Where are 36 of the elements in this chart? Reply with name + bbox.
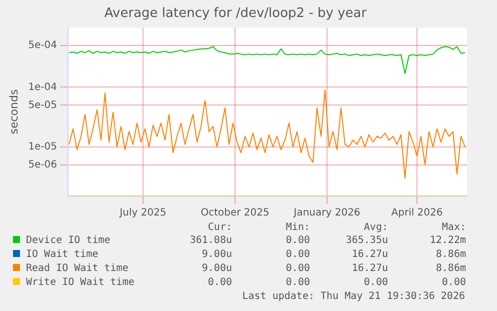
text: Min: [284,222,310,234]
legend-label: Read IO Wait time [25,262,130,276]
text: 0.00 [284,234,310,248]
chart-title: Average latency for /dev/loop2 - by year [104,6,368,22]
y-axis-title: seconds [7,89,20,134]
text: 0.00 [284,262,310,276]
text: Avg: [362,222,388,234]
y-tick-label: 1e-05 [28,141,58,152]
text: 0.00 [284,248,310,262]
text: 0.00 [206,276,232,290]
legend-label: Write IO Wait time [25,276,136,290]
text: Cur: [206,222,232,234]
text: 0.00 [362,276,388,290]
text: 0.00 [440,276,466,290]
text: 9.00u [200,248,232,262]
text: 365.35u [344,234,388,248]
text: 9.00u [200,262,232,276]
text: 8.86m [434,248,466,262]
text: 8.86m [434,262,466,276]
x-tick-label: April 2026 [391,208,443,219]
text: 16.27u [350,248,388,262]
x-tick-label: January 2026 [292,208,360,219]
text: 361.08u [188,234,232,248]
text: Max: [440,222,466,234]
y-tick-label: 5e-05 [28,100,58,111]
y-tick-label: 5e-04 [28,40,58,52]
y-tick-label: 1e-04 [28,82,58,93]
x-tick-label: October 2025 [200,208,270,219]
text: 12.22m [428,234,466,248]
y-tick-label: 5e-06 [28,159,58,170]
x-tick-label: July 2025 [118,208,166,219]
legend-label: IO Wait time [25,248,100,262]
text: 16.27u [350,262,388,276]
legend-label: Device IO time [25,234,112,248]
text: 0.00 [284,276,310,290]
text: Last update: Thu May 21 19:30:36 2026 [241,290,466,304]
